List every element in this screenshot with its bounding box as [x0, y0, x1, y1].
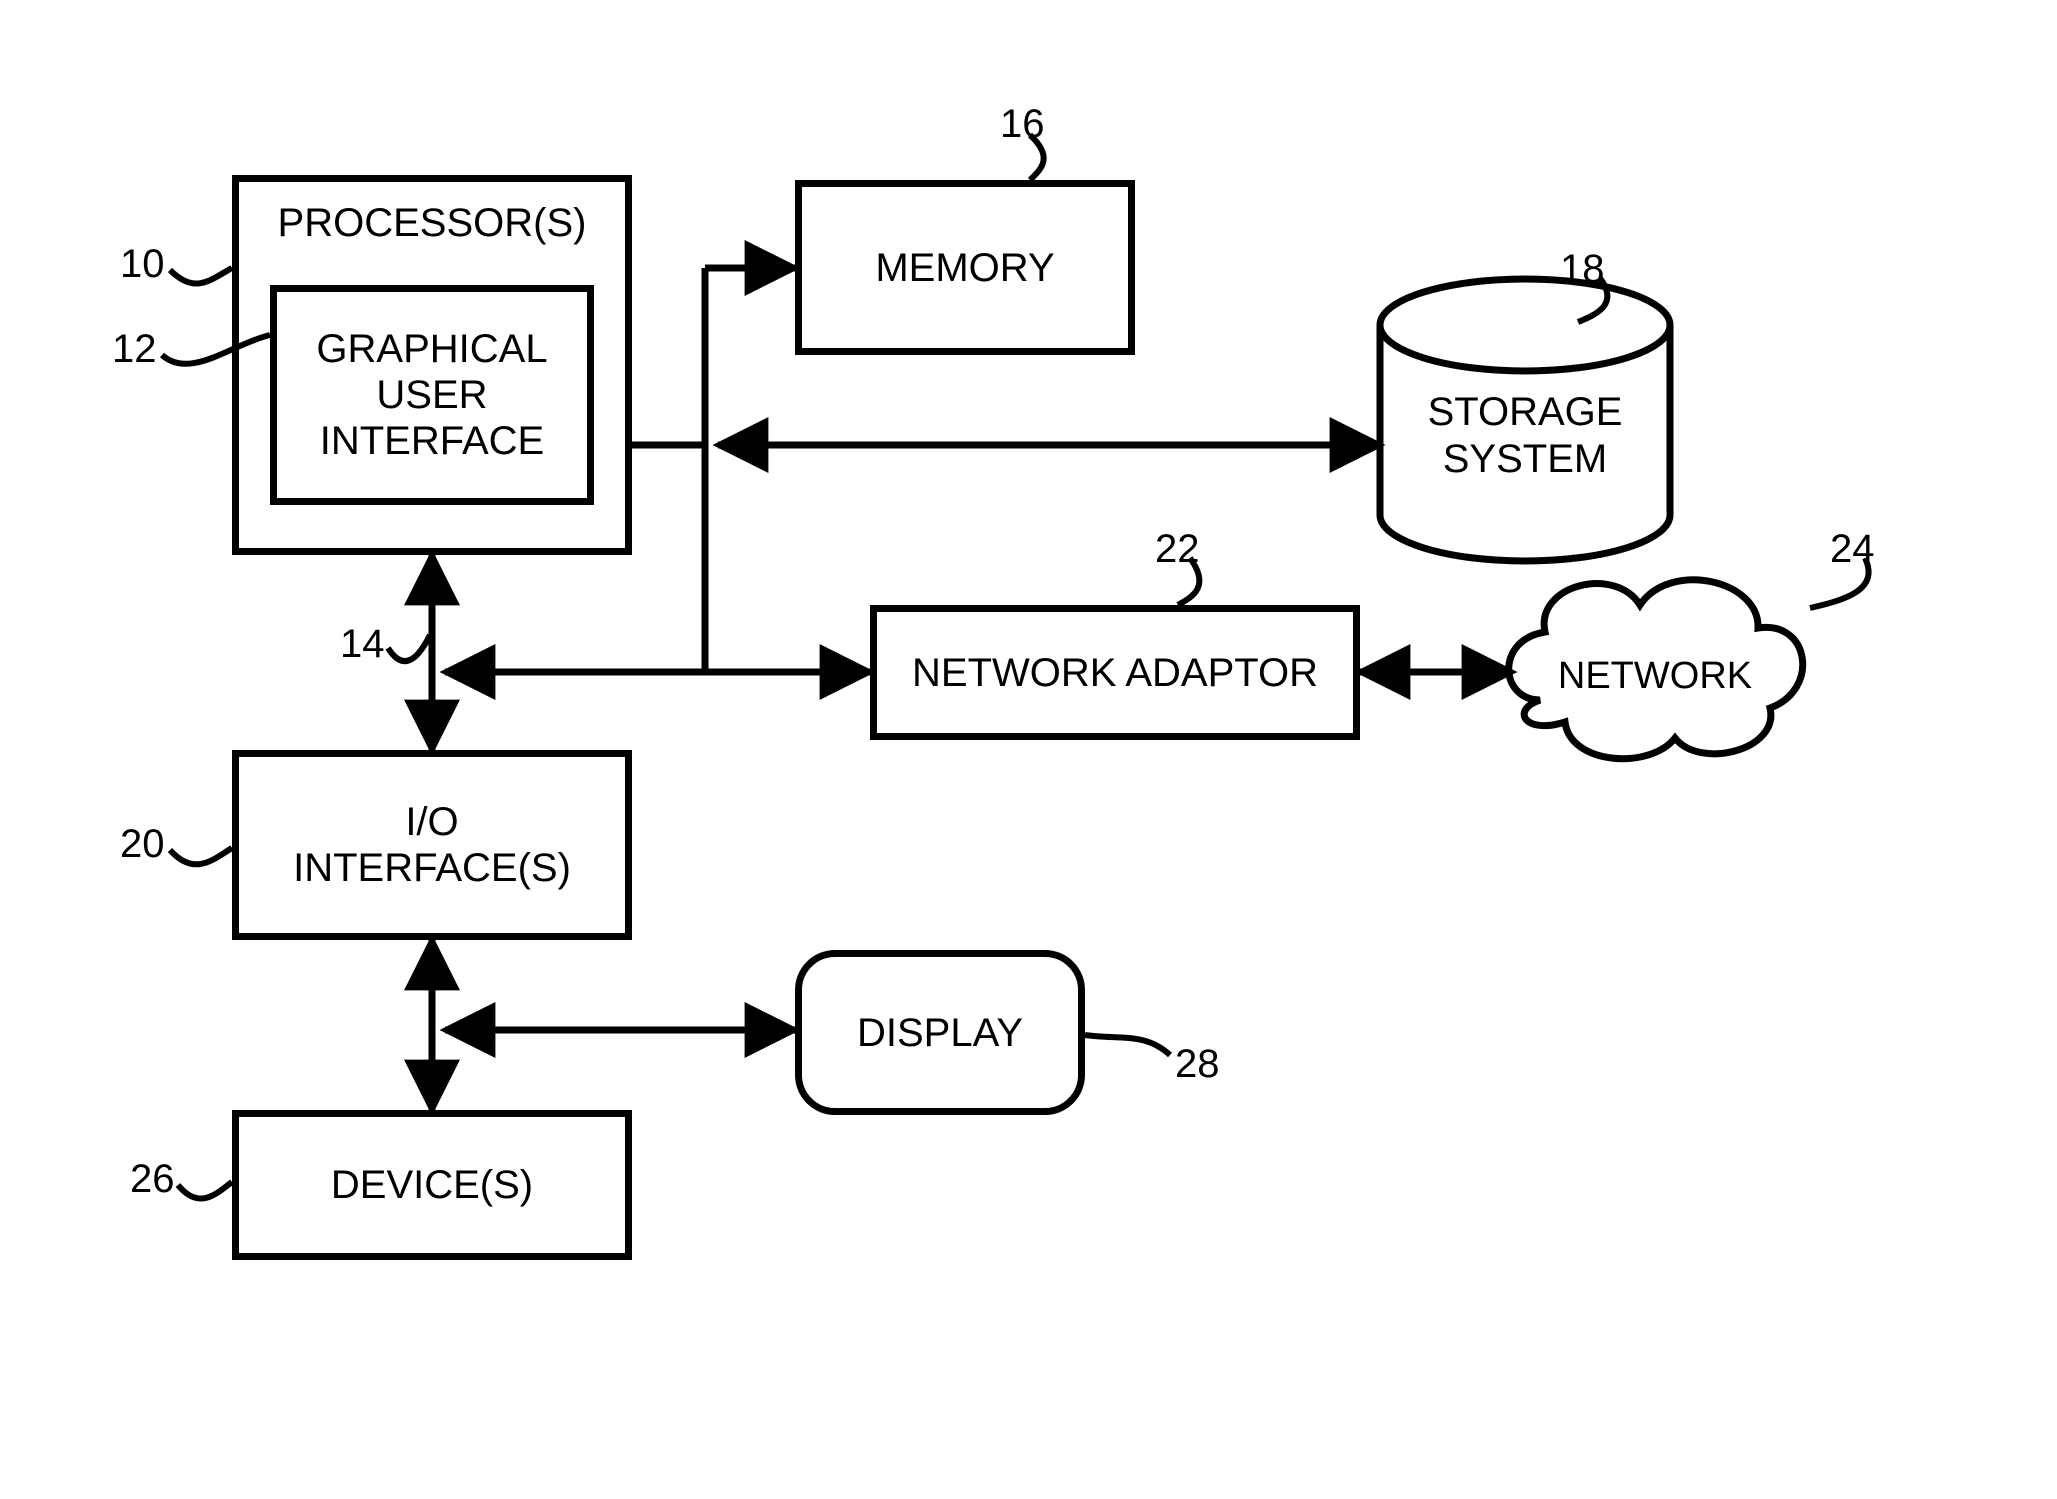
- network-cloud: [1509, 580, 1803, 759]
- display-label: DISPLAY: [857, 1010, 1023, 1056]
- ref-22: 22: [1155, 527, 1200, 572]
- devices-box: DEVICE(S): [232, 1110, 632, 1260]
- devices-label: DEVICE(S): [331, 1162, 533, 1208]
- ref-18: 18: [1560, 247, 1605, 292]
- ref-12: 12: [112, 327, 157, 372]
- network-adaptor-box: NETWORK ADAPTOR: [870, 605, 1360, 740]
- ref-28: 28: [1175, 1042, 1220, 1087]
- memory-box: MEMORY: [795, 180, 1135, 355]
- ref-24: 24: [1830, 527, 1875, 572]
- io-label: I/O INTERFACE(S): [293, 799, 571, 891]
- gui-label: GRAPHICAL USER INTERFACE: [316, 326, 547, 464]
- ref-26: 26: [130, 1157, 175, 1202]
- io-box: I/O INTERFACE(S): [232, 750, 632, 940]
- storage-label-line1: STORAGE: [1428, 390, 1623, 434]
- ref-10: 10: [120, 242, 165, 287]
- network-adaptor-label: NETWORK ADAPTOR: [912, 650, 1318, 696]
- network-label: NETWORK: [1558, 655, 1752, 697]
- storage-cylinder: [1380, 279, 1670, 561]
- ref-16: 16: [1000, 102, 1045, 147]
- ref-14: 14: [340, 622, 385, 667]
- memory-label: MEMORY: [875, 245, 1054, 291]
- gui-box: GRAPHICAL USER INTERFACE: [270, 285, 594, 505]
- ref-20: 20: [120, 822, 165, 867]
- display-box: DISPLAY: [795, 950, 1085, 1115]
- processor-label: PROCESSOR(S): [278, 200, 587, 246]
- storage-label-line2: SYSTEM: [1443, 437, 1607, 481]
